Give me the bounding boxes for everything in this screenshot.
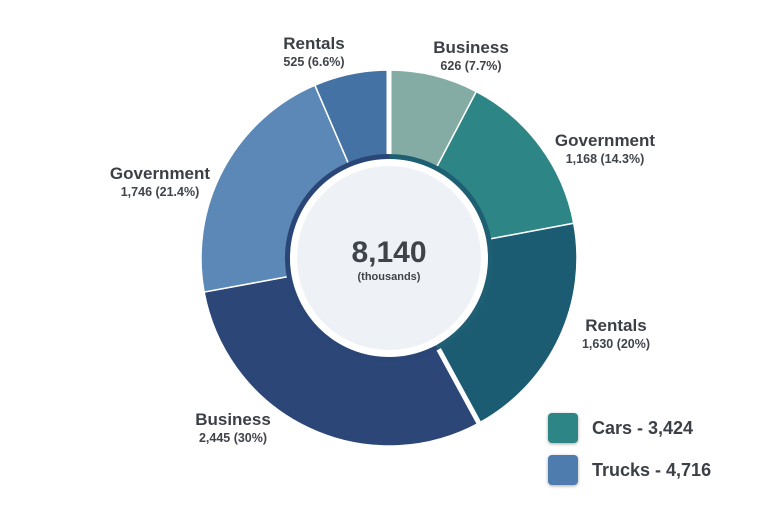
slice-label-trucks-rentals: Rentals 525 (6.6%) (283, 34, 345, 69)
center-unit: (thousands) (357, 271, 421, 283)
slice-label-trucks-business: Business 2,445 (30%) (195, 410, 271, 445)
slice-label-cars-rentals: Rentals 1,630 (20%) (581, 316, 651, 351)
legend-swatch-trucks (548, 455, 578, 485)
legend-swatch-cars (548, 413, 578, 443)
slice-label-cars-government: Government 1,168 (14.3%) (554, 131, 656, 166)
legend-item-trucks: Trucks - 4,716 (548, 454, 711, 486)
group-separator-1 (431, 339, 483, 427)
center-total: 8,140 (351, 236, 427, 269)
legend-item-cars: Cars - 3,424 (548, 412, 711, 444)
legend: Cars - 3,424 Trucks - 4,716 (548, 412, 711, 496)
slice-label-cars-business: Business 626 (7.7%) (433, 38, 509, 73)
center-circle (297, 166, 481, 350)
legend-label-trucks: Trucks - 4,716 (592, 459, 712, 480)
legend-label-cars: Cars - 3,424 (592, 417, 694, 438)
slice-label-trucks-government: Government 1,746 (21.4%) (109, 164, 211, 199)
